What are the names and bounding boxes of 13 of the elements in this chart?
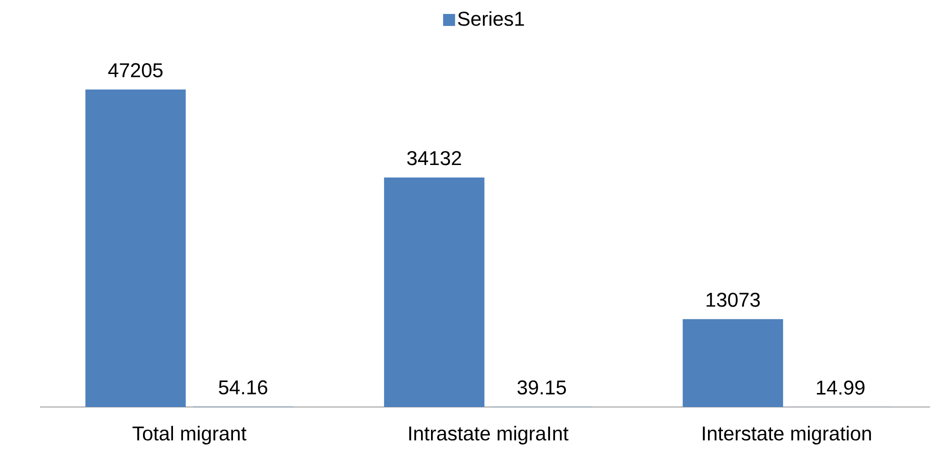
data-label: 34132 bbox=[407, 151, 462, 166]
data-label: 54.16 bbox=[218, 380, 268, 394]
bar bbox=[682, 319, 784, 407]
bar bbox=[85, 90, 186, 407]
x-tick-label: Intrastate migraInt bbox=[409, 426, 568, 445]
data-label: 47205 bbox=[108, 63, 163, 78]
legend-label: Series1 bbox=[458, 11, 524, 26]
x-tick-label: Total migrant bbox=[132, 426, 246, 445]
bar bbox=[384, 177, 484, 407]
x-tick-label: Interstate migration bbox=[702, 426, 871, 445]
data-label: 13073 bbox=[706, 292, 760, 307]
data-label: 39.15 bbox=[517, 380, 566, 395]
data-label: 14.99 bbox=[816, 380, 864, 395]
